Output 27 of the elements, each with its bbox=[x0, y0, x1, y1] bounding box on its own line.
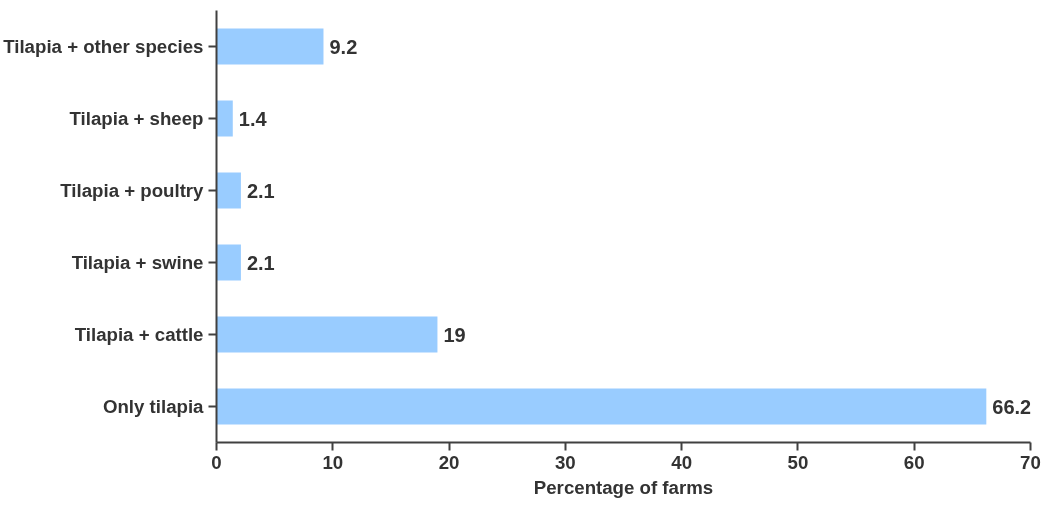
data-label: 66.2 bbox=[992, 395, 1032, 418]
bar bbox=[216, 100, 233, 137]
y-tick-label: Tilapia + sheep bbox=[69, 108, 204, 129]
y-tick-label: Tilapia + swine bbox=[71, 252, 204, 273]
data-label: 2.1 bbox=[246, 179, 275, 202]
data-label: 1.4 bbox=[238, 107, 268, 130]
x-tick-label: 40 bbox=[671, 451, 693, 473]
x-tick-label: 20 bbox=[438, 451, 460, 473]
x-tick-label: 70 bbox=[1020, 451, 1041, 473]
bar bbox=[216, 316, 438, 353]
y-tick-label: Tilapia + cattle bbox=[74, 324, 204, 345]
y-tick-label: Only tilapia bbox=[102, 396, 205, 417]
x-tick-label: 60 bbox=[903, 451, 925, 473]
bar bbox=[216, 28, 324, 65]
data-label: 9.2 bbox=[329, 35, 358, 58]
y-tick-label: Tilapia + poultry bbox=[60, 180, 205, 201]
x-tick-label: 50 bbox=[787, 451, 809, 473]
x-axis-title: Percentage of farms bbox=[533, 476, 714, 498]
y-tick-label: Tilapia + other species bbox=[3, 36, 204, 57]
x-tick-label: 10 bbox=[322, 451, 344, 473]
x-tick-label: 0 bbox=[211, 451, 222, 473]
bar bbox=[216, 244, 241, 281]
bar bbox=[216, 388, 987, 425]
data-label: 2.1 bbox=[246, 251, 275, 274]
x-tick-label: 30 bbox=[554, 451, 576, 473]
data-label: 19 bbox=[443, 323, 466, 346]
bar bbox=[216, 172, 241, 209]
